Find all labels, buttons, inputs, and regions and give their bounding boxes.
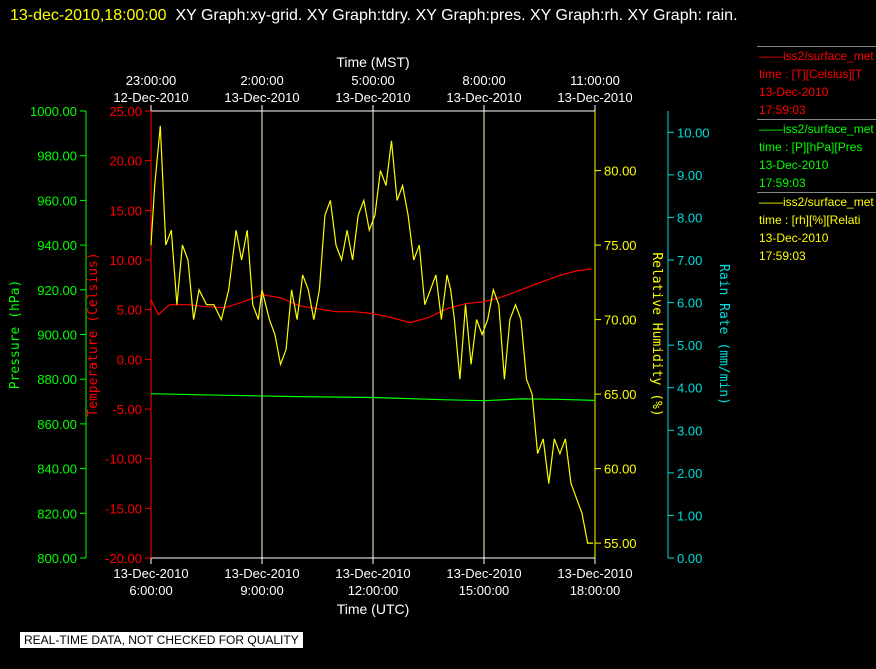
x-tick-label-time: 18:00:00 <box>570 583 621 598</box>
y-tick-label: 7.00 <box>677 253 702 268</box>
series-line-tdry <box>150 268 592 324</box>
legend-series-label: ——iss2/surface_met <box>759 122 874 136</box>
y-tick-label: 860.00 <box>37 417 77 432</box>
x-top-tick-label-time: 11:00:00 <box>570 73 620 88</box>
legend-variable-label: time : [P][hPa][Pres <box>759 140 863 154</box>
y-tick-label: 960.00 <box>37 193 77 208</box>
legend: ——iss2/surface_met time : [T][Celsius][T 1… <box>757 46 876 265</box>
y-tick-label: 800.00 <box>37 551 77 566</box>
y-tick-label: 0.00 <box>677 551 702 566</box>
y-tick-label: 880.00 <box>37 372 77 387</box>
x-tick-label-time: 6:00:00 <box>129 583 172 598</box>
y-tick-label: 70.00 <box>604 313 637 328</box>
x-top-tick-label-date: 13-Dec-2010 <box>335 90 410 105</box>
x-axis-title: Time (UTC) <box>337 601 410 617</box>
header-timestamp: 13-dec-2010,18:00:00 <box>10 7 167 24</box>
y-tick-label: 60.00 <box>604 462 637 477</box>
y-tick-label: 3.00 <box>677 423 702 438</box>
y-axis-title: Rain Rate (mm/min) <box>716 264 731 405</box>
x-tick-label-date: 13-Dec-2010 <box>113 566 188 581</box>
y-tick-label: 25.00 <box>109 104 142 119</box>
legend-date: 13-Dec-2010 <box>759 85 829 99</box>
x-tick-label-time: 12:00:00 <box>348 583 399 598</box>
y-tick-label: 2.00 <box>677 466 702 481</box>
x-tick-label-date: 13-Dec-2010 <box>446 566 521 581</box>
y-tick-label: 15.00 <box>109 203 142 218</box>
legend-time: 17:59:03 <box>759 176 806 190</box>
y-tick-label: 900.00 <box>37 328 77 343</box>
quality-warning: REAL-TIME DATA, NOT CHECKED FOR QUALITY <box>20 632 303 648</box>
y-tick-label: 5.00 <box>677 338 702 353</box>
series-line-rh <box>150 125 594 544</box>
x-top-axis-title: Time (MST) <box>336 54 409 70</box>
y-tick-label: 75.00 <box>604 238 637 253</box>
x-top-tick-label-date: 13-Dec-2010 <box>224 90 299 105</box>
y-tick-label: 10.00 <box>109 253 142 268</box>
x-top-tick-label-date: 13-Dec-2010 <box>446 90 521 105</box>
y-tick-label: 9.00 <box>677 168 702 183</box>
legend-series-label: ——iss2/surface_met <box>759 195 874 209</box>
y-tick-label: 8.00 <box>677 210 702 225</box>
legend-variable-label: time : [T][Celsius][T <box>759 67 863 81</box>
y-tick-label: 6.00 <box>677 296 702 311</box>
y-tick-label: 4.00 <box>677 381 702 396</box>
legend-time: 17:59:03 <box>759 249 806 263</box>
y-axis-title: Pressure (hPa) <box>8 280 23 390</box>
y-tick-label: 940.00 <box>37 238 77 253</box>
legend-variable-label: time : [rh][%][Relati <box>759 213 861 227</box>
y-tick-label: -10.00 <box>105 452 142 467</box>
legend-date: 13-Dec-2010 <box>759 231 829 245</box>
y-tick-label: 80.00 <box>604 164 637 179</box>
y-tick-label: 980.00 <box>37 149 77 164</box>
x-tick-label-date: 13-Dec-2010 <box>224 566 299 581</box>
x-tick-label-time: 15:00:00 <box>459 583 510 598</box>
x-top-tick-label-date: 13-Dec-2010 <box>557 90 632 105</box>
y-tick-label: -5.00 <box>112 402 142 417</box>
x-top-tick-label-time: 5:00:00 <box>351 73 394 88</box>
y-tick-label: -15.00 <box>105 501 142 516</box>
y-tick-label: 820.00 <box>37 506 77 521</box>
y-tick-label: 55.00 <box>604 536 637 551</box>
y-tick-label: 1000.00 <box>30 104 77 119</box>
header-graph-titles: XY Graph:xy-grid. XY Graph:tdry. XY Grap… <box>175 7 738 24</box>
y-tick-label: 920.00 <box>37 283 77 298</box>
y-tick-label: 1.00 <box>677 508 702 523</box>
x-top-tick-label-time: 2:00:00 <box>240 73 283 88</box>
legend-time: 17:59:03 <box>759 103 806 117</box>
legend-series-label: ——iss2/surface_met <box>759 49 874 63</box>
y-tick-label: 20.00 <box>109 154 142 169</box>
series-line-pres <box>150 393 596 402</box>
x-top-tick-label-date: 12-Dec-2010 <box>113 90 188 105</box>
x-top-tick-label-time: 23:00:00 <box>126 73 177 88</box>
y-axis-title: Relative Humidity (%) <box>649 252 664 416</box>
header: 13-dec-2010,18:00:00 XY Graph:xy-grid. X… <box>10 3 860 29</box>
y-tick-label: 840.00 <box>37 462 77 477</box>
y-tick-label: 65.00 <box>604 387 637 402</box>
y-tick-label: -20.00 <box>105 551 142 566</box>
x-top-tick-label-time: 8:00:00 <box>462 73 505 88</box>
x-tick-label-time: 9:00:00 <box>240 583 283 598</box>
x-tick-label-date: 13-Dec-2010 <box>557 566 632 581</box>
y-tick-label: 0.00 <box>117 352 142 367</box>
legend-date: 13-Dec-2010 <box>759 158 829 172</box>
y-tick-label: 10.00 <box>677 125 710 140</box>
x-tick-label-date: 13-Dec-2010 <box>335 566 410 581</box>
y-tick-label: 5.00 <box>117 303 142 318</box>
y-axis-title: Temperature (Celsius) <box>86 252 101 416</box>
